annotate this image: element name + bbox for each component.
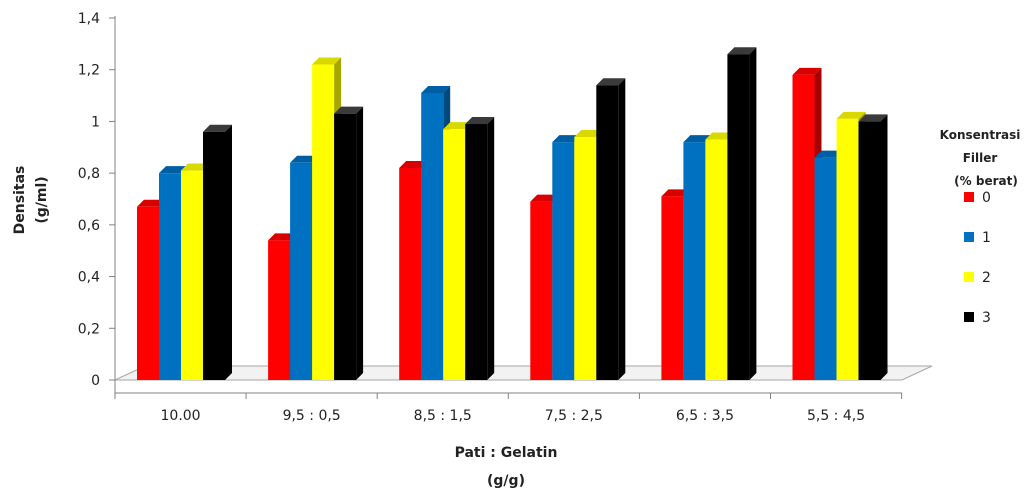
legend-title-line-2: Filler (963, 151, 998, 165)
legend-swatch (964, 272, 974, 282)
bar-front (552, 142, 575, 380)
bar-top (268, 233, 298, 241)
bar-top (836, 111, 866, 119)
bar-front (421, 92, 444, 380)
bar-side (749, 47, 757, 380)
y-tick-label: 0,8 (78, 166, 100, 182)
bar-top (334, 106, 364, 114)
y-tick-label: 0,4 (78, 270, 100, 286)
y-tick-label: 0,6 (78, 218, 100, 234)
bar-top (312, 57, 342, 65)
y-axis-title-line-1: Densitas (12, 166, 28, 235)
bar (727, 47, 757, 380)
bar-front (268, 240, 291, 380)
bar-front (334, 113, 357, 381)
bar-top (792, 67, 822, 75)
bar-side (225, 124, 232, 381)
bar-front (596, 85, 619, 380)
bar-top (661, 189, 691, 197)
legend-label: 3 (982, 310, 991, 326)
bar-front (159, 173, 181, 380)
bar-top (181, 163, 210, 171)
bar-top (814, 150, 844, 158)
legend-title-line-1: Konsentrasi (940, 128, 1021, 142)
bar-top (290, 155, 320, 163)
bar-top (596, 78, 626, 86)
y-axis-title-line-2: (g/ml) (34, 176, 50, 223)
bar-top (137, 199, 166, 207)
bar-front (181, 170, 203, 380)
bar-front (661, 196, 684, 380)
bar-front (290, 162, 313, 380)
bar-front (137, 206, 159, 380)
x-axis-title-line-1: Pati : Gelatin (455, 445, 558, 461)
bar-top (203, 124, 232, 132)
bar-top (443, 122, 473, 130)
bar-top (574, 129, 604, 137)
bar-top (530, 194, 560, 202)
bar-front (727, 54, 750, 380)
bar-front (792, 74, 815, 380)
bar-top (683, 135, 713, 143)
bar-top (421, 85, 451, 93)
bar-top (727, 47, 757, 55)
legend-label: 0 (982, 190, 991, 206)
bar-front (705, 139, 728, 380)
bar (203, 124, 232, 381)
bar (465, 117, 495, 380)
x-axis-title-line-2: (g/g) (487, 473, 525, 489)
y-tick-label: 1 (91, 114, 100, 130)
bar (858, 114, 888, 380)
bar-top (705, 132, 735, 140)
legend-title-line-3: (% berat) (954, 174, 1018, 188)
bar (334, 106, 364, 381)
bar-front (203, 131, 225, 380)
bar-front (683, 142, 706, 380)
bar-front (574, 136, 597, 380)
bar-front (443, 129, 466, 380)
x-tick-label: 9,5 : 0,5 (283, 408, 341, 424)
bar-front (312, 64, 335, 381)
bars-layer (137, 47, 888, 381)
x-tick-label: 10.00 (161, 408, 201, 424)
bar-front (814, 157, 837, 380)
y-tick-label: 0,2 (78, 321, 100, 337)
legend-swatch (964, 312, 974, 322)
bar-top (858, 114, 888, 122)
bar-front (858, 121, 881, 380)
legend-swatch (964, 192, 974, 202)
y-tick-label: 0 (91, 373, 100, 389)
bar-side (356, 106, 364, 381)
bar-front (836, 118, 859, 380)
x-tick-label: 8,5 : 1,5 (414, 408, 472, 424)
bar-side (880, 114, 888, 380)
bar (596, 78, 626, 380)
bar-side (618, 78, 626, 380)
legend-label: 1 (982, 230, 991, 246)
x-tick-label: 6,5 : 3,5 (676, 408, 734, 424)
y-tick-label: 1,2 (78, 63, 100, 79)
bar-front (465, 124, 488, 380)
bar-front (530, 201, 553, 380)
x-tick-label: 7,5 : 2,5 (545, 408, 603, 424)
legend: Konsentrasi Filler (% berat) 0 1 2 3 (940, 128, 1021, 326)
bar-top (159, 166, 188, 174)
bar-top (399, 160, 429, 168)
legend-label: 2 (982, 270, 991, 286)
bar-top (465, 117, 495, 125)
x-tick-label: 5,5 : 4,5 (807, 408, 865, 424)
legend-swatch (964, 232, 974, 242)
bar-top (552, 135, 582, 143)
bar-side (487, 117, 495, 380)
bar-front (399, 167, 422, 380)
y-tick-label: 1,4 (78, 11, 100, 27)
